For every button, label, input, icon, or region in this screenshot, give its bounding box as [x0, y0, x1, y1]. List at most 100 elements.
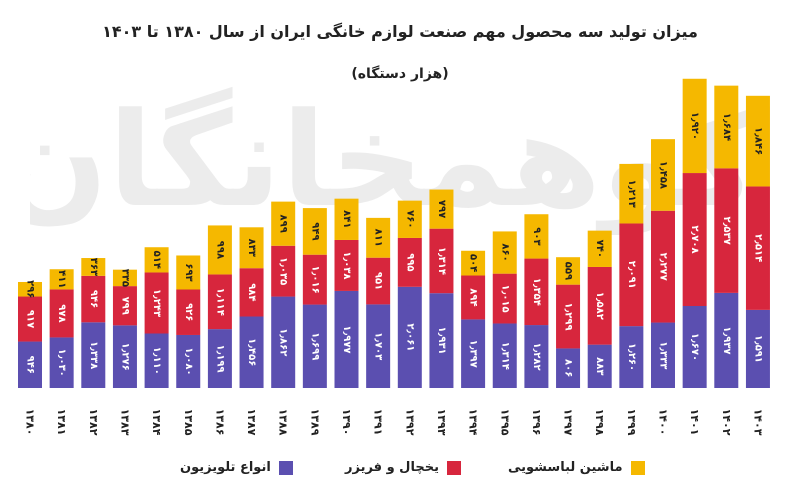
bar-washer: [745, 95, 770, 187]
x-tick-label: ۱۳۸۷: [245, 409, 258, 436]
data-label: ۱٫۰۱۶: [309, 266, 320, 294]
bar-washer: [429, 189, 454, 229]
bar-washer: [682, 78, 707, 174]
bar-fridge: [176, 289, 201, 335]
data-label: ۷۹۷: [436, 200, 447, 218]
x-tick-label: ۱۳۹۹: [625, 409, 638, 436]
data-label: ۲٫۷۰۸: [689, 225, 700, 253]
legend-label-tv: انواع تلویزیون: [180, 460, 271, 475]
bar-washer: [176, 255, 201, 290]
bar-tv: [271, 296, 296, 388]
bar-tv: [334, 290, 359, 388]
bar-washer: [302, 208, 327, 255]
bar-tv: [302, 304, 327, 388]
x-tick-label: ۱۳۸۰: [24, 409, 37, 436]
legend-swatch-fridge: [446, 460, 461, 475]
data-label: ۱٫۰۸۰: [183, 347, 194, 375]
data-label: ۲٫۵۱۴: [752, 234, 763, 262]
data-label: ۹۴۹: [309, 222, 320, 240]
bar-washer: [334, 198, 359, 240]
data-label: ۹۷۸: [56, 304, 67, 322]
bar-fridge: [524, 258, 549, 326]
data-label: ۴۱۱: [56, 270, 67, 288]
data-label: ۱٫۲۸۲: [531, 342, 542, 370]
data-label: ۸۰۶: [563, 359, 574, 377]
data-label: ۹۴۶: [88, 290, 99, 308]
x-tick-label: ۱۳۸۴: [150, 409, 163, 436]
data-label: ۱٫۲۷۶: [119, 343, 130, 371]
bar-fridge: [18, 296, 42, 342]
legend-label-washer: ماشین لباسشویی: [508, 460, 623, 475]
x-tick-label: ۱۳۸۳: [118, 409, 131, 436]
bar-tv: [207, 329, 232, 388]
x-tick-label: ۱۴۰۰: [657, 409, 670, 436]
x-tick-label: ۱۳۹۱: [372, 409, 385, 436]
bar-washer: [397, 200, 422, 238]
bar-fridge: [144, 272, 169, 334]
bar-tv: [18, 341, 42, 388]
bar-fridge: [49, 289, 74, 338]
data-label: ۱٫۹۷۷: [341, 325, 352, 353]
bar-tv: [81, 322, 106, 388]
data-label: ۱٫۲۹۹: [563, 302, 574, 330]
bar-tv: [714, 292, 739, 388]
data-label: ۶۹۳: [183, 263, 194, 281]
bar-washer: [556, 257, 581, 285]
data-label: ۱٫۰۳۰: [56, 349, 67, 377]
data-label: ۵۵۹: [563, 262, 574, 280]
bar-washer: [112, 269, 137, 287]
bar-fridge: [556, 284, 581, 349]
bar-fridge: [682, 173, 707, 307]
data-label: ۱٫۵۹۱: [752, 335, 763, 363]
bar-fridge: [207, 274, 232, 330]
x-tick-label: ۱۳۸۲: [87, 409, 100, 436]
legend-item-tv: انواع تلویزیون: [180, 460, 293, 475]
data-label: ۹۰۳: [531, 227, 542, 245]
x-tick-label: ۱۳۹۲: [403, 409, 416, 436]
bar-washer: [144, 247, 169, 273]
x-tick-label: ۱۳۹۴: [467, 409, 480, 436]
bar-washer: [619, 163, 644, 224]
x-tick-label: ۱۳۸۸: [277, 409, 290, 436]
x-tick-label: ۱۳۸۶: [213, 409, 226, 436]
bar-washer: [587, 230, 612, 267]
x-tick-label: ۱۳۹۰: [340, 409, 353, 436]
bar-tv: [429, 293, 454, 388]
x-tick-label: ۱۳۹۷: [562, 409, 575, 436]
data-label: ۹۲۶: [183, 303, 194, 321]
x-tick-label: ۱۴۰۲: [720, 409, 733, 436]
data-label: ۳۶۳: [88, 258, 99, 276]
legend-item-fridge: یخچال و فریزر: [345, 460, 461, 475]
data-label: ۱٫۹۲۰: [689, 112, 700, 140]
data-label: ۸۳۳: [246, 239, 257, 257]
bar-tv: [366, 304, 391, 388]
data-label: ۱٫۰۳۵: [278, 257, 289, 285]
bar-fridge: [651, 210, 675, 323]
data-label: ۲٫۰۶۱: [404, 323, 415, 351]
data-label: ۹۹۸: [214, 241, 225, 259]
data-label: ۱٫۳۱۴: [436, 247, 447, 275]
x-tick-label: ۱۳۸۹: [308, 409, 321, 436]
bar-washer: [366, 217, 391, 258]
data-label: ۲٫۵۳۷: [721, 217, 732, 245]
x-tick-label: ۱۳۸۵: [182, 409, 195, 436]
data-label: ۸۱۱: [373, 229, 384, 247]
data-label: ۸۴۱: [341, 210, 352, 228]
data-label: ۱٫۰۱۵: [499, 284, 510, 312]
data-label: ۱٫۳۵۴: [531, 278, 542, 306]
x-tick-label: ۱۳۸۱: [55, 409, 68, 436]
bar-tv: [745, 309, 770, 388]
data-label: ۱٫۳۳۳: [658, 341, 669, 369]
data-label: ۱٫۴۵۶: [246, 338, 257, 366]
bar-tv: [176, 334, 201, 388]
data-label: ۱٫۵۸۲: [594, 292, 605, 320]
data-label: ۱٫۱۹۹: [214, 344, 225, 372]
bar-fridge: [745, 186, 770, 310]
bar-tv: [397, 286, 422, 388]
bar-fridge: [302, 254, 327, 305]
x-tick-label: ۱۴۰۱: [688, 409, 701, 436]
bar-fridge: [239, 268, 264, 317]
bar-tv: [492, 323, 517, 388]
bar-tv: [587, 344, 612, 388]
